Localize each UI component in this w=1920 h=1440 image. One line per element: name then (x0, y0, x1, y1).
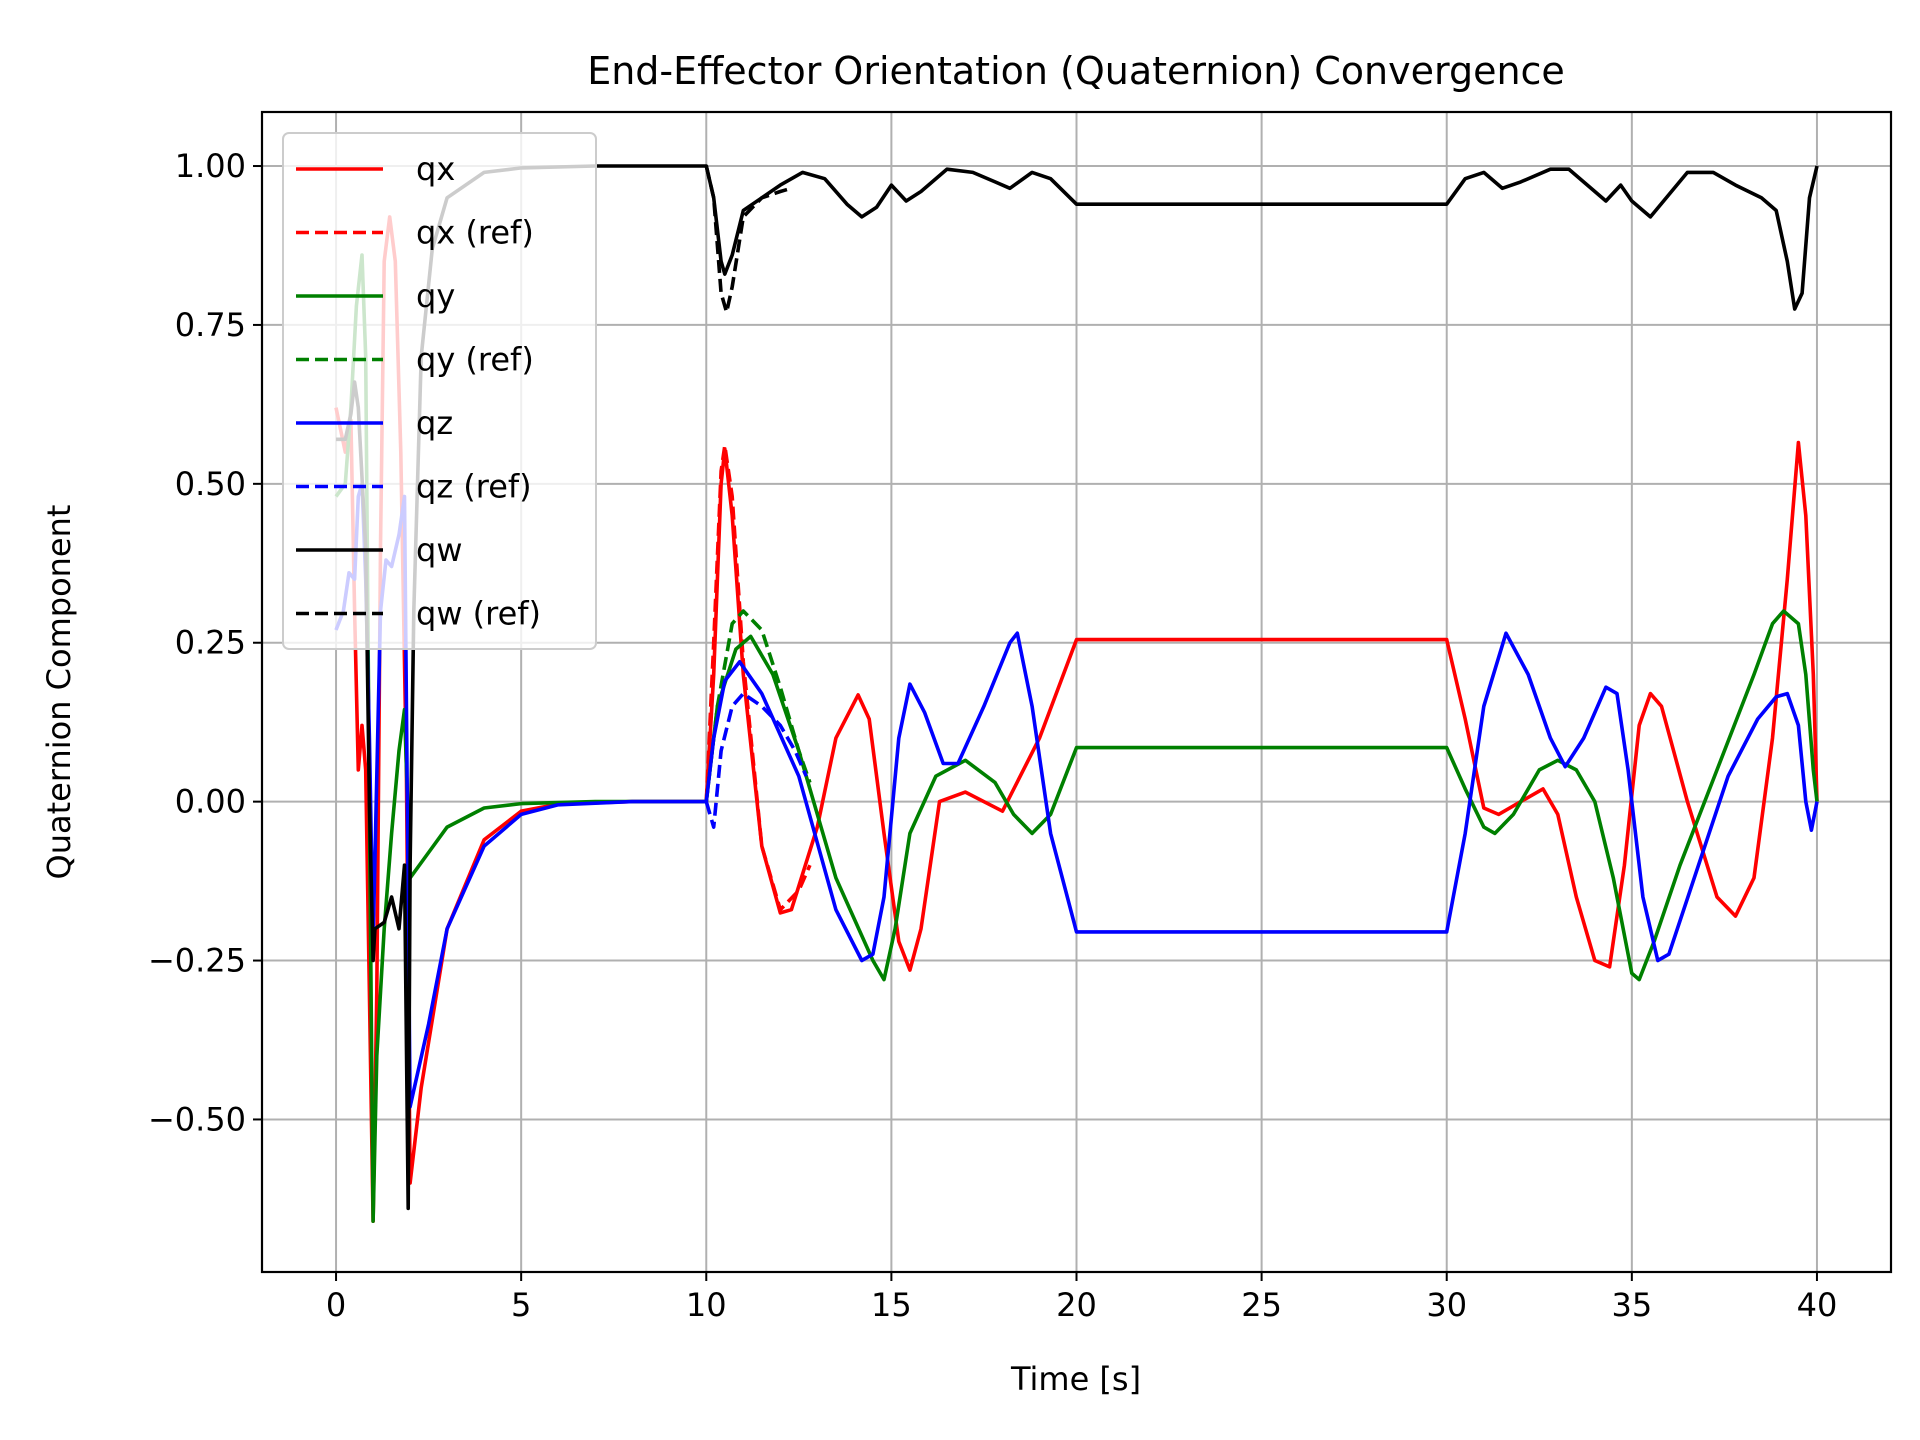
x-tick-label: 40 (1797, 1286, 1838, 1324)
y-axis-title: Quaternion Component (40, 505, 78, 880)
legend-label: qz (ref) (416, 468, 532, 506)
x-tick-label: 5 (511, 1286, 531, 1324)
x-tick-label: 20 (1056, 1286, 1097, 1324)
series-line-qy (334, 253, 1819, 1223)
x-axis-title: Time [s] (1010, 1360, 1141, 1398)
x-tick-label: 25 (1241, 1286, 1282, 1324)
legend-label: qw (ref) (416, 595, 541, 633)
y-tick-label: −0.25 (148, 942, 246, 980)
series-line-qw-ref (704, 165, 792, 314)
legend-label: qy (416, 277, 455, 315)
x-axis: 0 5 10 15 20 25 30 35 40 (326, 1272, 1837, 1324)
legend-frame (282, 132, 597, 650)
legend-label: qy (ref) (416, 341, 534, 379)
legend-label: qw (416, 531, 462, 569)
series-line-qx-ref (704, 443, 812, 912)
legend: qx qx (ref) qy qy (ref) qz qz (ref) qw qw (ref) (282, 132, 597, 650)
legend-label: qz (416, 404, 453, 442)
legend-label: qx (416, 150, 455, 188)
chart-title: End-Effector Orientation (Quaternion) Co… (587, 49, 1565, 93)
legend-label: qx (ref) (416, 214, 534, 252)
y-tick-label: −0.50 (148, 1100, 246, 1138)
series-line-qz-ref (704, 691, 808, 829)
x-tick-label: 10 (686, 1286, 727, 1324)
x-tick-label: 30 (1426, 1286, 1467, 1324)
y-tick-label: 0.00 (175, 783, 246, 821)
x-tick-label: 15 (871, 1286, 912, 1324)
y-tick-label: 1.00 (175, 147, 246, 185)
series-line-qy-ref (704, 609, 812, 802)
y-tick-label: 0.25 (175, 624, 246, 662)
y-axis: −0.50 −0.25 0.00 0.25 0.50 0.75 1.00 (148, 147, 262, 1138)
x-tick-label: 0 (326, 1286, 346, 1324)
y-tick-label: 0.75 (175, 306, 246, 344)
x-tick-label: 35 (1611, 1286, 1652, 1324)
grid (262, 112, 1891, 1272)
series-line-qw (336, 164, 1819, 1211)
y-tick-label: 0.50 (175, 465, 246, 503)
